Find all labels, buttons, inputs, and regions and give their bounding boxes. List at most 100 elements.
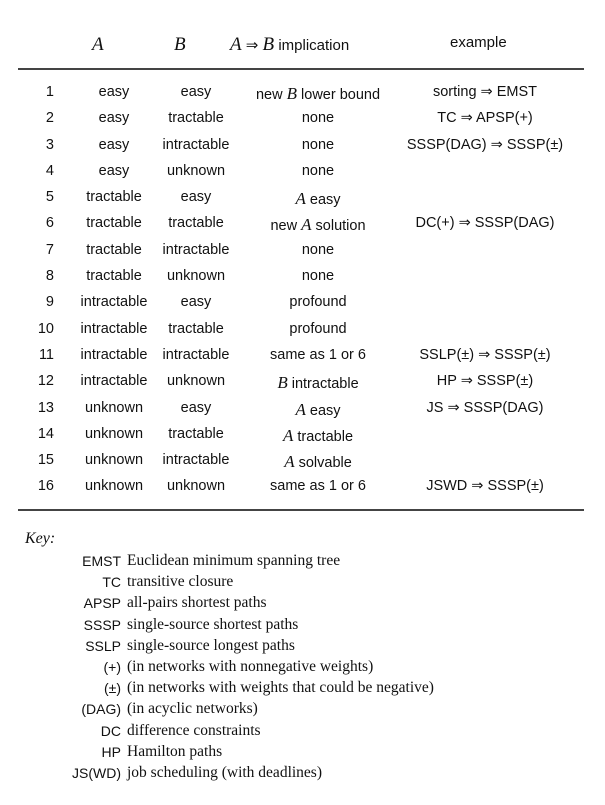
cell-implication: A easy: [295, 189, 341, 209]
key-abbr: DC: [100, 722, 121, 739]
key-item: HP Hamilton paths: [25, 742, 585, 763]
key-abbr: JS(WD): [72, 764, 121, 781]
row-number: 15: [37, 452, 54, 469]
cell-a: tractable: [86, 215, 142, 232]
cell-b: intractable: [162, 241, 230, 258]
cell-b: unknown: [166, 373, 226, 390]
key-abbr: (±): [103, 680, 121, 697]
key-item: DC difference constraints: [25, 721, 585, 742]
cell-a: tractable: [86, 189, 142, 206]
table-row: 14 unknown tractable A tractable: [18, 422, 584, 448]
cell-implication: none: [301, 241, 335, 258]
cell-b: intractable: [162, 346, 230, 363]
row-number: 4: [45, 162, 54, 179]
cell-a: unknown: [84, 452, 144, 469]
cell-a: tractable: [86, 268, 142, 285]
cell-b: intractable: [162, 452, 230, 469]
cell-b: unknown: [166, 268, 226, 285]
header-col-implication: A ⇒ B implication: [230, 34, 349, 56]
cell-b: easy: [180, 399, 212, 416]
row-number: 7: [45, 241, 54, 258]
reduction-table: A B A ⇒ B implication example 1 easy easy n…: [18, 28, 584, 511]
row-number: 11: [38, 346, 54, 363]
cell-example: HP ⇒ SSSP(±): [436, 373, 534, 390]
cell-implication: none: [301, 162, 335, 179]
row-number: 12: [37, 373, 54, 390]
key-desc: (in networks with weights that could be …: [127, 679, 434, 697]
table-row: 11 intractable intractable same as 1 or 6 SS…: [18, 343, 584, 369]
cell-b: tractable: [168, 320, 224, 337]
cell-implication: same as 1 or 6: [270, 478, 366, 495]
cell-a: easy: [98, 136, 130, 153]
table-row: 9 intractable easy profound: [18, 290, 584, 316]
table-row: 3 easy intractable none SSSP(DAG) ⇒ SSSP(±): [18, 133, 584, 159]
key-section: Key: EMST Euclidean minimum spanning tree…: [25, 530, 585, 784]
key-item: APSP all-pairs shortest paths: [25, 593, 585, 614]
cell-b: unknown: [166, 478, 226, 495]
row-number: 9: [45, 294, 54, 311]
cell-implication: same as 1 or 6: [270, 346, 366, 363]
cell-a: easy: [98, 162, 130, 179]
table-header: A B A ⇒ B implication example: [18, 28, 584, 62]
cell-b: unknown: [166, 162, 226, 179]
header-implication-b: B: [262, 34, 275, 55]
table-row: 1 easy easy new B lower bound sorting ⇒ EMST: [18, 80, 584, 106]
cell-example: TC ⇒ APSP(+): [437, 110, 533, 127]
header-col-a: A: [92, 34, 104, 55]
key-desc: transitive closure: [127, 573, 234, 591]
key-abbr: (+): [103, 658, 122, 675]
key-desc: Euclidean minimum spanning tree: [127, 552, 341, 569]
cell-a: easy: [98, 110, 130, 127]
cell-example: sorting ⇒ EMST: [432, 84, 537, 100]
cell-a: unknown: [84, 478, 144, 495]
cell-b: easy: [180, 189, 212, 206]
table-row: 5 tractable easy A easy: [18, 185, 584, 211]
table-row: 4 easy unknown none: [18, 159, 584, 185]
cell-a: intractable: [80, 294, 148, 311]
key-item: (+) (in networks with nonnegative weights…: [25, 657, 585, 678]
table-row: 8 tractable unknown none: [18, 264, 584, 290]
key-desc: (in acyclic networks): [127, 700, 258, 718]
header-col-b: B: [174, 34, 186, 55]
cell-implication: profound: [289, 320, 347, 337]
cell-implication: none: [301, 268, 335, 285]
table-row: 10 intractable tractable profound: [18, 317, 584, 343]
cell-a: unknown: [84, 399, 144, 416]
cell-example: JSWD ⇒ SSSP(±): [426, 478, 544, 495]
cell-b: easy: [180, 84, 212, 100]
table-row: 12 intractable unknown B intractable HP ⇒ SS…: [18, 369, 584, 395]
table-body: 1 easy easy new B lower bound sorting ⇒ EMST…: [18, 80, 584, 501]
table-row: 15 unknown intractable A solvable: [18, 448, 584, 474]
footer-rule: [18, 509, 584, 511]
cell-b: tractable: [168, 215, 224, 232]
key-abbr: HP: [101, 743, 121, 760]
key-item: (DAG) (in acyclic networks): [25, 699, 585, 720]
cell-implication: A tractable: [282, 425, 354, 445]
cell-a: intractable: [80, 320, 148, 337]
row-number: 1: [45, 84, 54, 100]
key-desc: difference constraints: [127, 721, 261, 739]
header-implication-arrow: ⇒: [245, 37, 259, 54]
header-col-example: example: [450, 34, 507, 51]
key-abbr: APSP: [83, 595, 121, 612]
cell-a: intractable: [80, 346, 148, 363]
key-desc: single-source longest paths: [127, 636, 295, 654]
cell-implication: none: [301, 110, 335, 127]
header-rule: [18, 68, 584, 70]
cell-implication: profound: [289, 294, 347, 311]
cell-b: tractable: [168, 110, 224, 127]
row-number: 13: [37, 399, 54, 416]
key-list: EMST Euclidean minimum spanning tree TC tra…: [25, 551, 585, 784]
key-abbr: SSLP: [85, 637, 121, 654]
table-row: 2 easy tractable none TC ⇒ APSP(+): [18, 106, 584, 132]
cell-a: tractable: [86, 241, 142, 258]
cell-example: SSSP(DAG) ⇒ SSSP(±): [406, 136, 564, 153]
row-number: 16: [37, 478, 54, 495]
row-number: 14: [37, 425, 54, 442]
cell-implication: A solvable: [284, 452, 352, 472]
key-item: TC transitive closure: [25, 572, 585, 593]
cell-b: tractable: [168, 425, 224, 442]
row-number: 6: [45, 215, 54, 232]
row-number: 5: [45, 189, 54, 206]
cell-implication: A easy: [295, 399, 341, 419]
